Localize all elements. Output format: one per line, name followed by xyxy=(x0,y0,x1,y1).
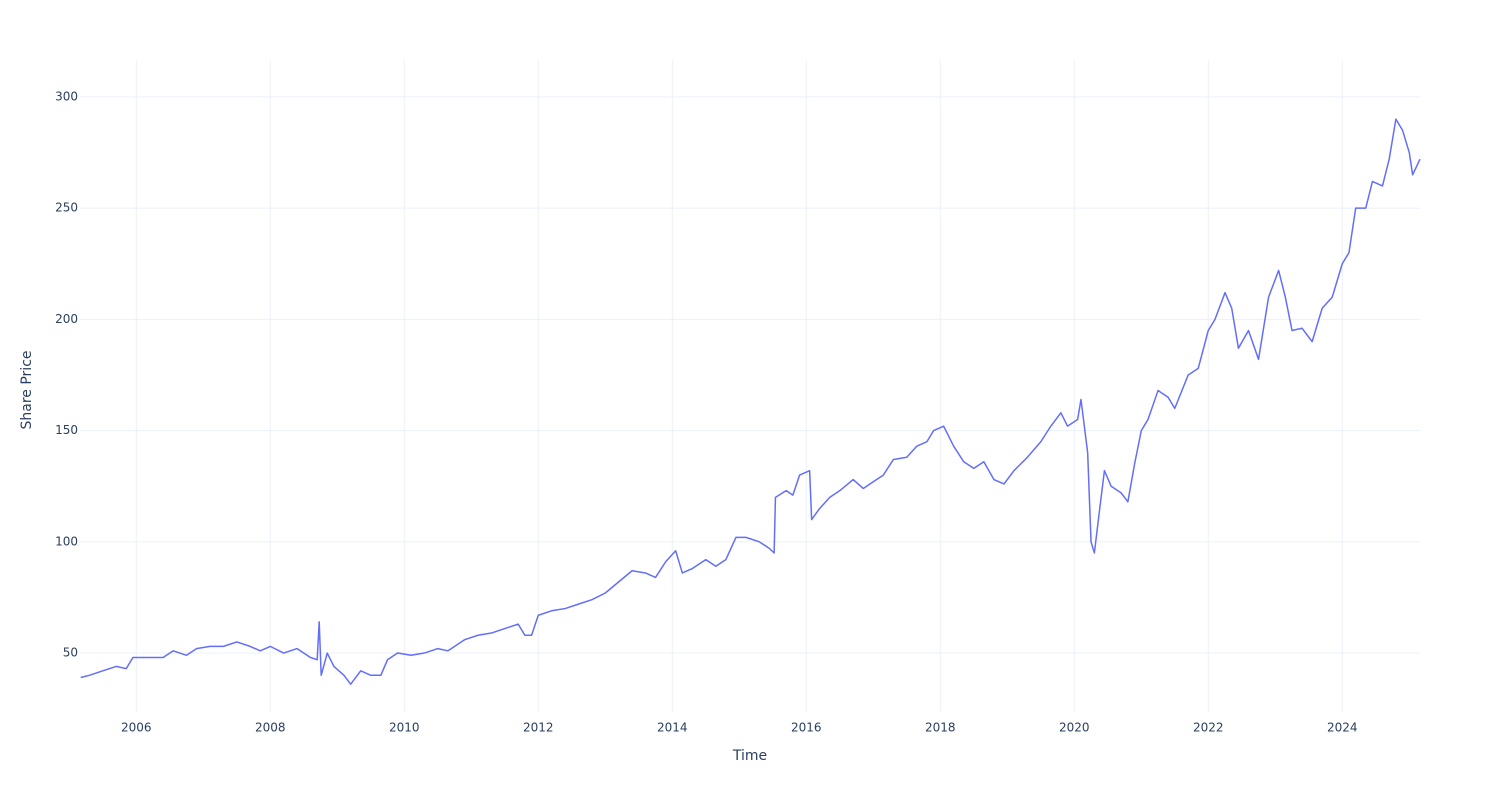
x-tick-label: 2018 xyxy=(925,721,956,735)
price-line xyxy=(80,118,1421,685)
x-tick-label: 2008 xyxy=(255,721,286,735)
y-tick-label: 300 xyxy=(55,89,78,103)
x-tick-label: 2006 xyxy=(121,721,152,735)
x-axis-title: Time xyxy=(732,748,767,764)
y-tick-label: 250 xyxy=(55,201,78,215)
x-tick-label: 2016 xyxy=(791,721,822,735)
x-tick-label: 2014 xyxy=(657,721,688,735)
y-axis-title: Share Price xyxy=(19,350,35,429)
y-tick-label: 200 xyxy=(55,312,78,326)
x-tick-label: 2010 xyxy=(389,721,420,735)
x-tick-label: 2020 xyxy=(1059,721,1090,735)
x-tick-label: 2012 xyxy=(523,721,554,735)
x-tick-label: 2024 xyxy=(1327,721,1358,735)
x-tick-label: 2022 xyxy=(1193,721,1224,735)
y-tick-label: 50 xyxy=(63,646,78,660)
y-tick-label: 150 xyxy=(55,423,78,437)
y-tick-label: 100 xyxy=(55,534,78,548)
